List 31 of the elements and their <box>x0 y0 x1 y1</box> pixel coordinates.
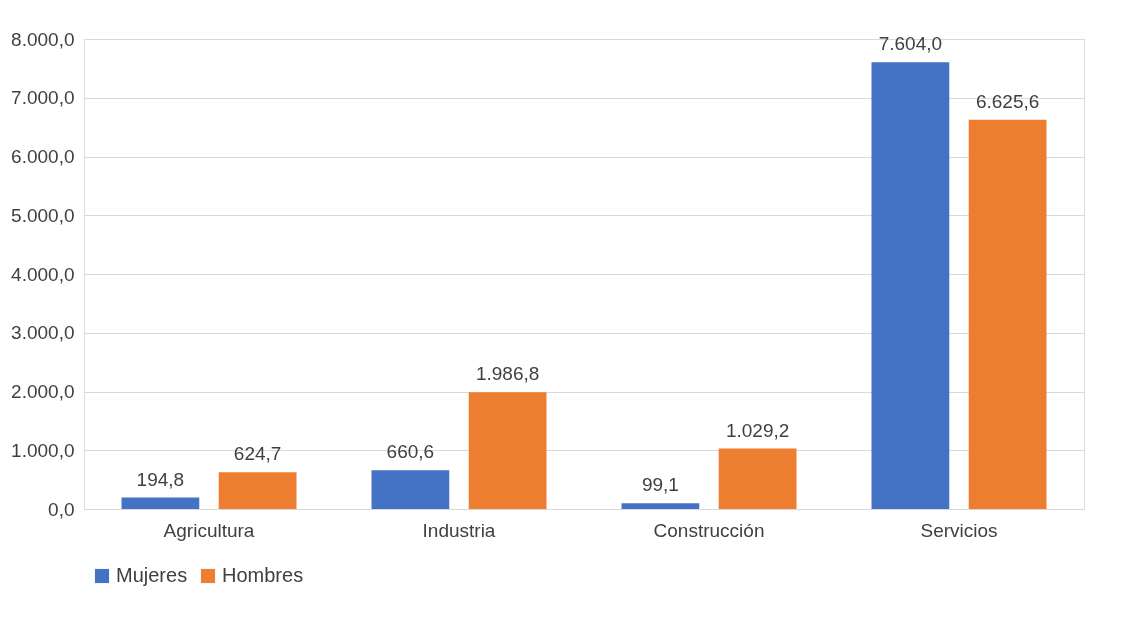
x-tick-label: Agricultura <box>163 519 255 541</box>
x-tick-label: Industria <box>422 519 496 541</box>
data-label: 194,8 <box>136 468 185 490</box>
y-tick-label: 0,0 <box>48 498 75 520</box>
y-tick-label: 3.000,0 <box>11 322 75 344</box>
data-label: 660,6 <box>386 441 435 463</box>
x-tick-label: Construcción <box>653 519 765 541</box>
data-label: 624,7 <box>233 443 282 465</box>
data-label: 1.986,8 <box>475 363 540 385</box>
y-tick-label: 7.000,0 <box>11 87 75 109</box>
bar <box>968 119 1047 509</box>
y-tick-label: 2.000,0 <box>11 381 75 402</box>
bar <box>468 392 547 509</box>
data-label: 7.604,0 <box>878 33 943 55</box>
data-label: 1.029,2 <box>725 419 790 441</box>
y-tick-label: 1.000,0 <box>11 439 75 461</box>
y-tick-label: 5.000,0 <box>11 204 75 226</box>
bar <box>121 497 200 509</box>
y-tick-label: 4.000,0 <box>11 263 75 285</box>
data-label: 99,1 <box>641 474 679 496</box>
y-tick-label: 6.000,0 <box>11 146 75 167</box>
bar <box>718 448 797 509</box>
bar <box>218 472 297 509</box>
legend-label: Mujeres <box>116 564 188 586</box>
data-label: 6.625,6 <box>975 90 1040 112</box>
legend-label: Hombres <box>222 564 304 586</box>
bar <box>871 62 950 509</box>
x-tick-label: Servicios <box>920 519 998 541</box>
y-tick-label: 8.000,0 <box>11 28 75 50</box>
bar <box>621 503 700 509</box>
bar <box>371 470 450 509</box>
